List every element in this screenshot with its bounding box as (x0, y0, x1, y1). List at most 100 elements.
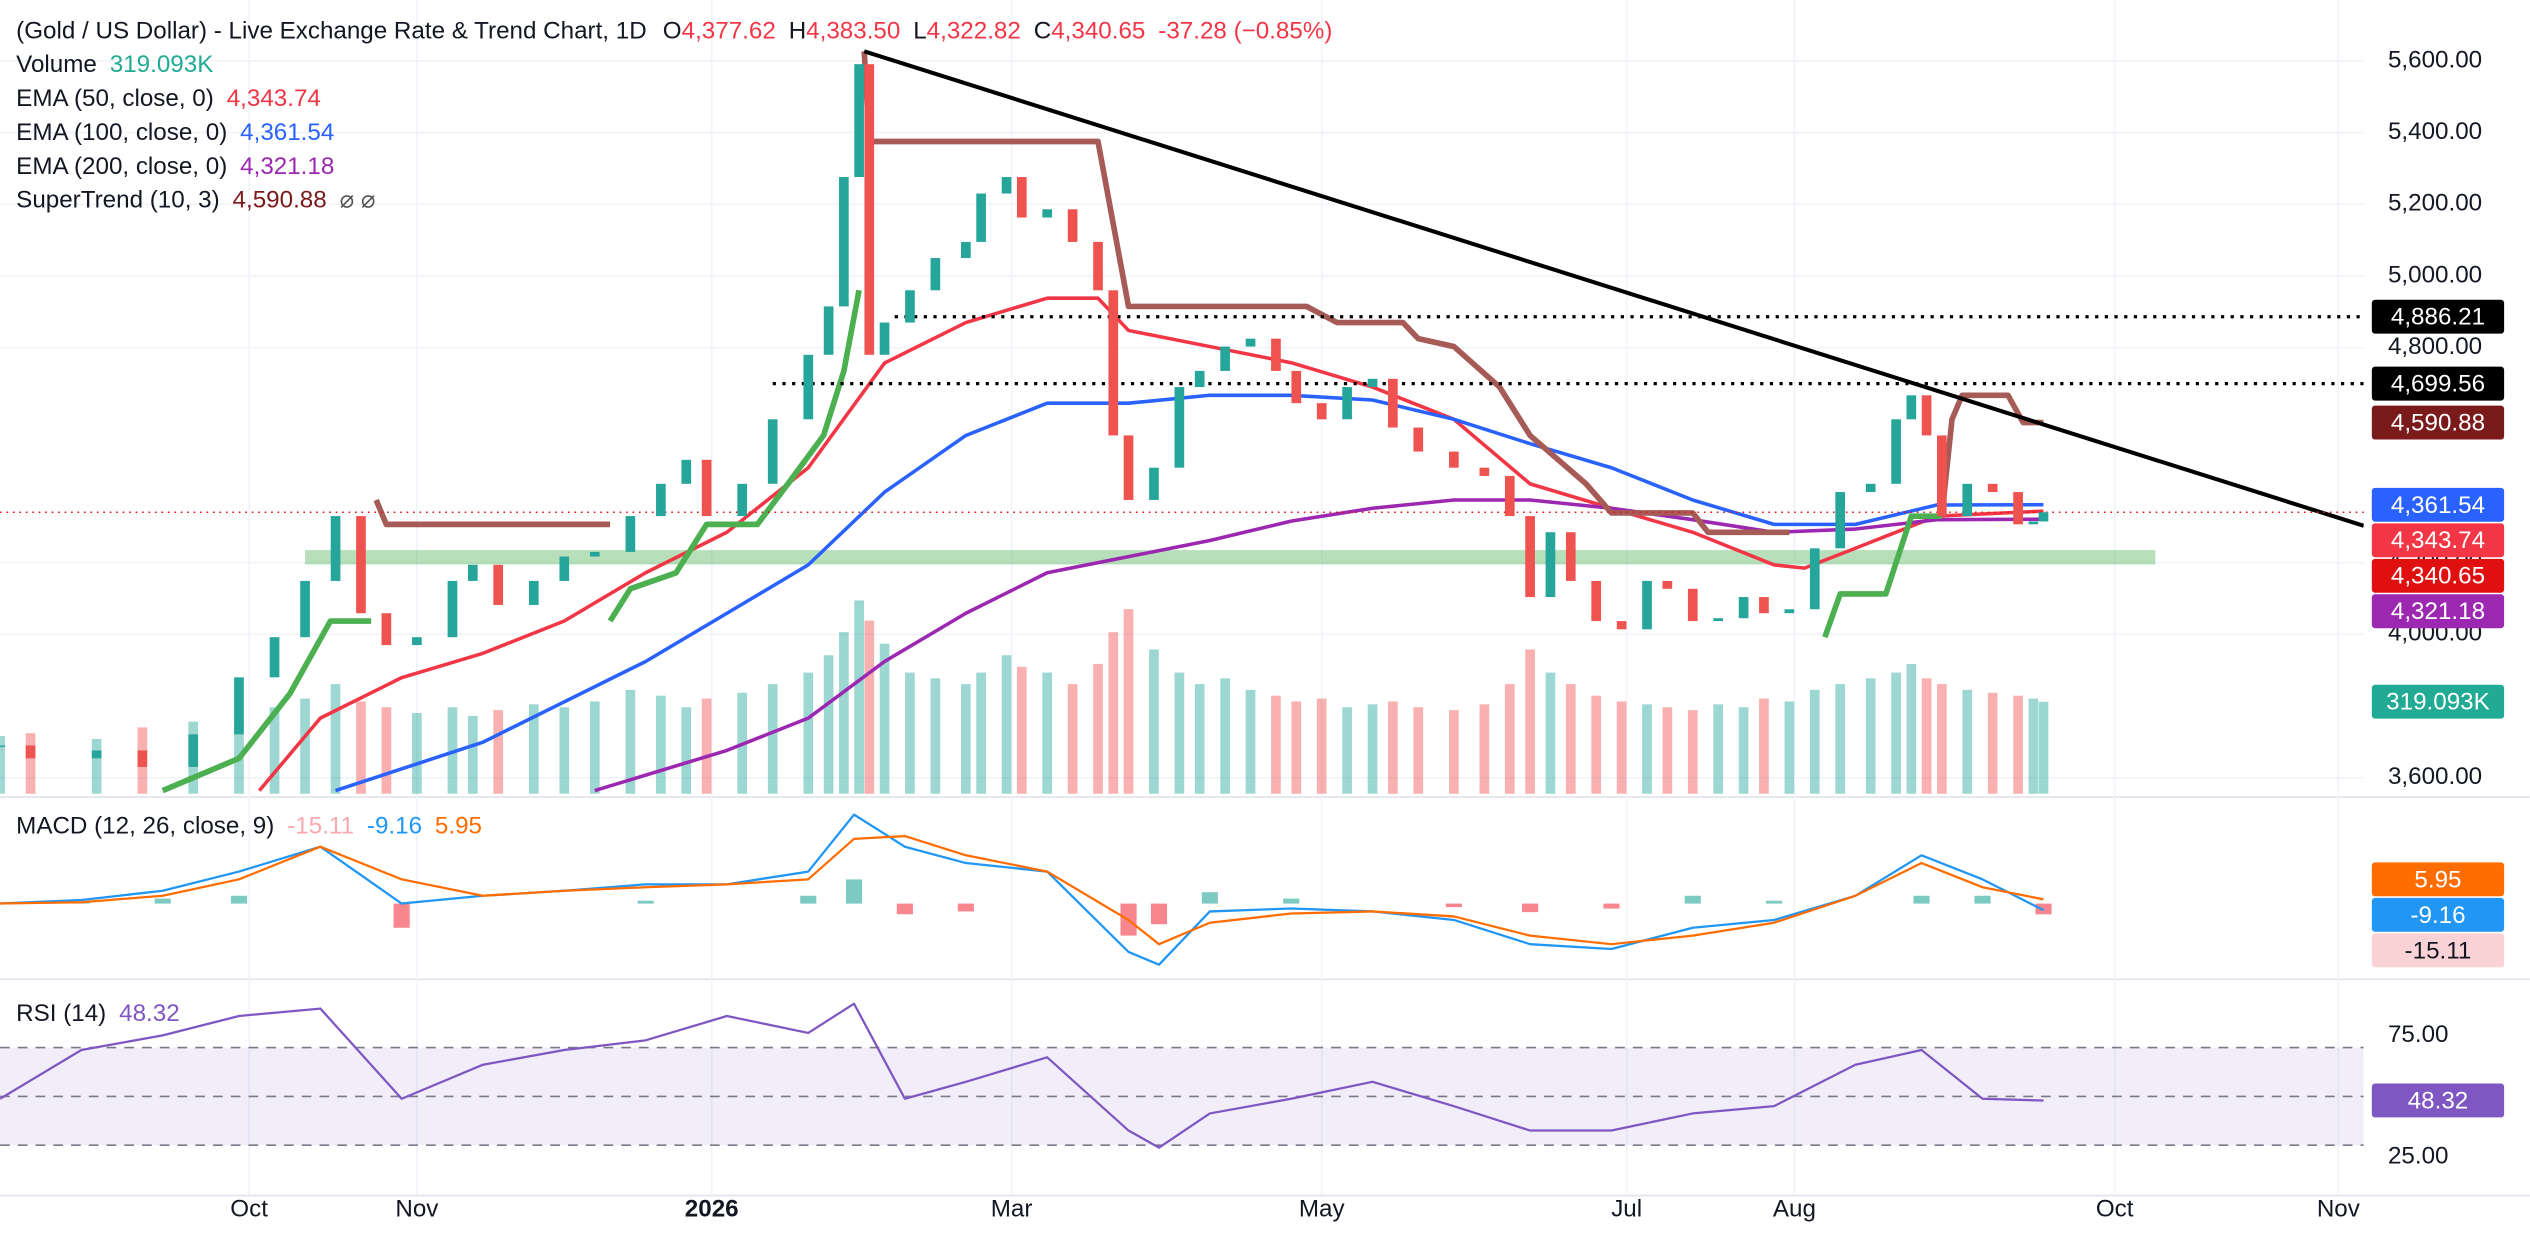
legend-value: -15.11 (287, 813, 354, 840)
volume-bar (1291, 701, 1302, 794)
legend-value: 4,343.74 (227, 85, 321, 112)
volume-bar (467, 715, 478, 794)
volume-bar (1245, 689, 1256, 794)
legend-name: SuperTrend (10, 3) (16, 187, 219, 214)
price-box (2371, 862, 2505, 897)
macd-histogram (1913, 895, 1930, 904)
candle (905, 290, 915, 323)
legend-name: EMA (100, close, 0) (16, 119, 227, 146)
price-box (2371, 897, 2505, 932)
y-tick-label: 4,800.00 (2388, 333, 2482, 360)
candle (1835, 492, 1846, 549)
volume-bar (300, 698, 310, 794)
volume-bar (1504, 684, 1515, 794)
candle (1738, 597, 1749, 619)
candle (1123, 435, 1134, 500)
y-tick-label: 5,000.00 (2388, 261, 2482, 288)
candle (493, 564, 504, 605)
candle (930, 258, 941, 291)
candle (1962, 483, 1973, 517)
volume-bar (1388, 701, 1398, 794)
legend-row: EMA (200, close, 0) 4,321.18 (16, 153, 334, 180)
volume-bar (864, 620, 875, 794)
volume-bar (1174, 672, 1185, 794)
price-box (2371, 558, 2505, 593)
volume-bar (381, 707, 392, 794)
rsi-tick-label: 25.00 (2388, 1143, 2449, 1170)
macd-histogram (1522, 903, 1539, 913)
candle (1388, 378, 1398, 428)
x-tick-label: Jul (1611, 1195, 1642, 1222)
y-tick-label: 5,400.00 (2388, 118, 2482, 145)
candle (1784, 609, 1795, 614)
legend-value: 4,361.54 (240, 119, 334, 146)
candle (1042, 209, 1053, 218)
candle (1891, 419, 1901, 484)
candle (864, 64, 875, 355)
volume-bar (2028, 698, 2039, 794)
candle (1291, 370, 1302, 404)
volume-bar (1835, 684, 1846, 794)
price-box-label: 48.32 (2408, 1087, 2469, 1114)
volume-bar (412, 712, 422, 794)
x-tick-label: Mar (991, 1195, 1033, 1222)
volume-bar (1642, 704, 1652, 794)
candle (1525, 516, 1535, 598)
trendline (863, 49, 2364, 528)
candle (1108, 290, 1119, 436)
volume-bar (1194, 684, 1205, 794)
volume-bar (854, 600, 864, 794)
legend-name: EMA (200, close, 0) (16, 153, 227, 180)
legend-name: MACD (12, 26, close, 9) (16, 813, 274, 840)
candle (269, 637, 280, 678)
macd-histogram (896, 903, 913, 915)
price-box-label: 4,886.21 (2391, 304, 2485, 331)
x-tick-label: Aug (1773, 1195, 1816, 1222)
volume-bar (767, 684, 778, 794)
candle (1759, 597, 1769, 614)
volume-bar (0, 736, 5, 794)
ema-line (334, 393, 2044, 793)
price-box (2371, 1083, 2505, 1118)
volume-bar (1123, 609, 1134, 794)
header: (Gold / US Dollar) - Live Exchange Rate … (16, 18, 1332, 45)
ema-line (257, 296, 2044, 792)
price-box-label: 4,321.18 (2391, 598, 2485, 625)
legend-name: RSI (14) (16, 1000, 106, 1027)
candle (803, 354, 814, 420)
price-pane (0, 49, 2364, 794)
candle (589, 551, 600, 557)
legend-name: Volume (16, 52, 97, 79)
legend-value: 4,321.18 (240, 153, 334, 180)
legend-flags: ⌀ ⌀ (340, 187, 376, 214)
candle (1642, 580, 1652, 630)
volume-bar (1108, 632, 1119, 794)
candle (91, 750, 102, 759)
volume-bar (1479, 704, 1490, 794)
ohlc-key: C (1034, 18, 1051, 45)
candle (1245, 338, 1256, 347)
price-box-label: 4,343.74 (2391, 527, 2485, 554)
volume-bar (91, 738, 102, 794)
price-box (2371, 487, 2505, 522)
volume-bar (559, 707, 570, 794)
legend-row: RSI (14) 48.32 (16, 1000, 180, 1027)
volume-bar (1891, 672, 1901, 794)
candle (1713, 618, 1724, 622)
macd-histogram (637, 900, 654, 904)
legend-row: Volume 319.093K (16, 52, 213, 79)
change: -37.28 (−0.85%) (1158, 18, 1332, 45)
volume-bar (2038, 701, 2049, 794)
volume-bar (1149, 649, 1159, 794)
volume-bar (1016, 666, 1027, 794)
volume-bar (625, 689, 636, 794)
candle (356, 516, 366, 614)
x-tick-label: 2026 (685, 1195, 739, 1222)
candle (879, 322, 890, 355)
candle (2028, 521, 2039, 525)
candle (2013, 492, 2023, 525)
price-box (2371, 933, 2505, 968)
rsi-tick-label: 75.00 (2388, 1021, 2449, 1048)
